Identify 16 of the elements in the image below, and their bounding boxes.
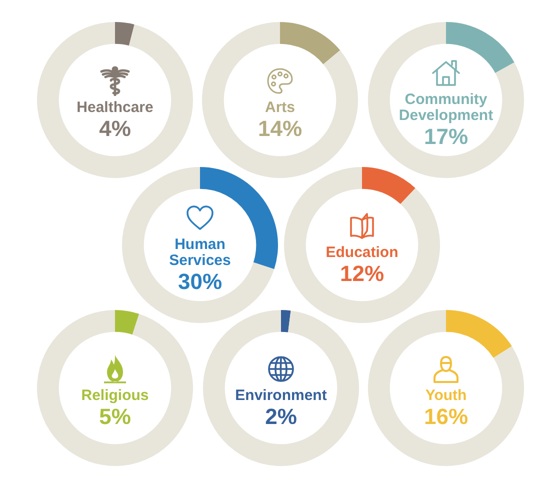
data-label: 16% — [424, 404, 468, 428]
legend-label: Arts — [264, 98, 295, 116]
legend-label: Human Services — [168, 236, 232, 268]
legend-label: Environment — [235, 386, 327, 404]
legend-label: Religious — [81, 386, 149, 404]
legend-label: Education — [326, 244, 398, 260]
data-label: 14% — [258, 116, 302, 140]
legend-label: Youth — [425, 386, 467, 404]
data-label: 30% — [178, 268, 222, 294]
legend-label: Community Development — [398, 90, 494, 124]
data-label: 4% — [99, 116, 131, 140]
legend-label: Healthcare — [76, 98, 154, 116]
data-label: 2% — [265, 404, 297, 428]
data-label: 17% — [424, 124, 468, 148]
data-label: 5% — [99, 404, 131, 428]
data-label: 12% — [340, 260, 384, 286]
